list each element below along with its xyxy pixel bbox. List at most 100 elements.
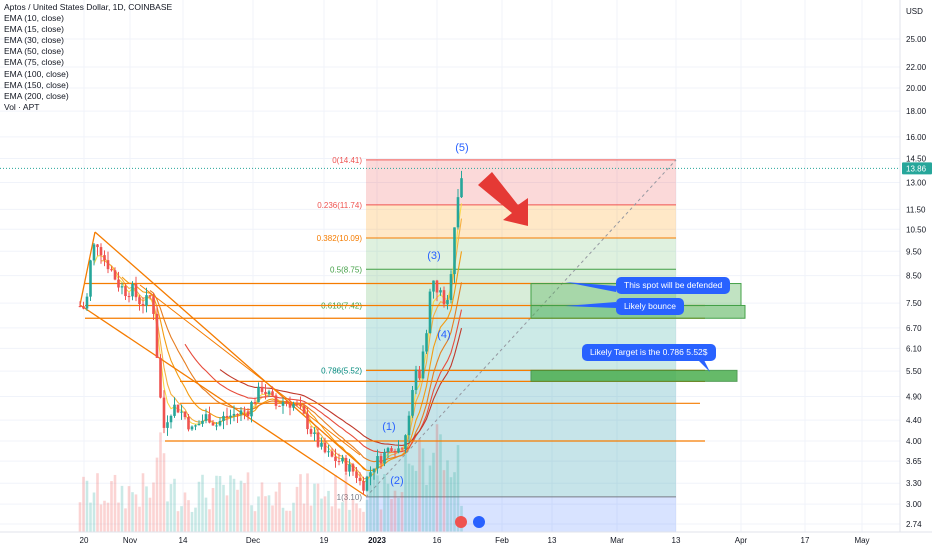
volume-bar: [208, 509, 211, 532]
price-tick: 14.50: [906, 154, 927, 163]
fib-zone: [366, 238, 676, 270]
indicator-volume[interactable]: Vol · APT: [4, 101, 40, 112]
price-tick: 13.00: [906, 178, 927, 187]
candle-body: [264, 391, 267, 395]
candle-body: [323, 442, 327, 453]
fib-level-label: 1(3.10): [337, 493, 363, 502]
callout-bounce[interactable]: Likely bounce: [616, 298, 684, 315]
candle-body: [78, 306, 82, 308]
volume-bar: [145, 486, 148, 532]
volume-bar: [362, 511, 365, 532]
time-axis[interactable]: 20 Nov 14 Dec 19 2023 16 Feb 13 Mar 13 Apr 17 May: [0, 531, 932, 545]
candle-body: [414, 369, 418, 391]
volume-bar: [243, 483, 246, 532]
candle-body: [82, 306, 85, 309]
volume-bar: [138, 506, 141, 532]
indicator-ema-15[interactable]: EMA (15, close): [4, 24, 64, 35]
candle-body: [250, 402, 253, 417]
volume-bar: [435, 424, 439, 532]
time-tick: 13: [672, 536, 681, 545]
candle-body: [439, 290, 442, 293]
fib-trend-line: [365, 159, 677, 498]
fib-level-label: 0.382(10.09): [317, 234, 363, 243]
candle-body: [362, 480, 365, 491]
volume-bar: [103, 500, 106, 532]
price-tick: 6.70: [906, 324, 922, 333]
price-tick: 4.90: [906, 392, 922, 401]
volume-bar: [176, 511, 180, 532]
flash-icon: [455, 516, 467, 528]
time-tick: Feb: [495, 536, 509, 545]
volume-bar: [96, 473, 99, 532]
volume-bar: [99, 504, 103, 532]
candle-body: [222, 415, 225, 421]
volume-bar: [351, 499, 355, 532]
callout-target[interactable]: Likely Target is the 0.786 5.52$: [582, 344, 716, 361]
volume-bar: [250, 505, 253, 532]
fib-retracement[interactable]: 0(14.41) 0.236(11.74) 0.382(10.09) 0.5(8.75…: [317, 156, 677, 532]
candle-body: [397, 448, 400, 453]
indicator-ema-10[interactable]: EMA (10, close): [4, 13, 64, 24]
indicator-ema-150[interactable]: EMA (150, close): [4, 79, 69, 90]
wave-label: (1): [382, 421, 395, 433]
volume-bar: [120, 485, 124, 532]
volume-bar: [344, 472, 348, 532]
time-tick: Dec: [246, 536, 260, 545]
volume-bar: [187, 500, 190, 532]
volume-bar: [117, 502, 120, 532]
symbol-title[interactable]: Aptos / United States Dollar, 1D, COINBA…: [4, 2, 173, 12]
indicator-ema-100[interactable]: EMA (100, close): [4, 68, 69, 79]
volume-bar: [232, 478, 236, 532]
volume-bar: [355, 503, 358, 532]
volume-bars: [78, 424, 463, 532]
candle-body: [85, 296, 89, 309]
current-price-label: 13.86: [906, 164, 927, 173]
volume-bar: [141, 473, 145, 532]
wave-label: (4): [437, 329, 450, 341]
volume-bar: [379, 509, 383, 532]
price-tick: 6.10: [906, 344, 922, 353]
volume-bar: [285, 510, 288, 532]
price-tick: 5.50: [906, 367, 922, 376]
volume-bar: [166, 501, 169, 532]
candle-body: [376, 456, 379, 469]
volume-bar: [376, 475, 379, 532]
volume-bar: [316, 483, 320, 532]
indicator-ema-75[interactable]: EMA (75, close): [4, 57, 64, 68]
candle-body: [309, 429, 313, 434]
candle-body: [243, 410, 246, 412]
candle-body: [229, 415, 232, 418]
candle-body: [110, 269, 113, 271]
candle-body: [145, 295, 148, 306]
volume-bar: [159, 432, 162, 532]
volume-bar: [442, 470, 446, 532]
price-tick: 3.00: [906, 500, 922, 509]
volume-bar: [386, 483, 390, 532]
indicator-ema-50[interactable]: EMA (50, close): [4, 46, 64, 57]
price-axis[interactable]: USD 25.00 22.00 20.00 18.00 16.00 14.50 13.00 11…: [899, 0, 932, 532]
volume-bar: [274, 491, 278, 532]
volume-bar: [194, 507, 197, 532]
candle-body: [404, 435, 407, 450]
callout-defended[interactable]: This spot will be defended: [616, 277, 731, 294]
candle-body: [288, 402, 292, 408]
volume-bar: [148, 497, 152, 532]
time-tick: 14: [179, 536, 188, 545]
volume-bar: [134, 494, 138, 532]
candle-body: [299, 404, 302, 407]
indicator-ema-200[interactable]: EMA (200, close): [4, 90, 69, 101]
volume-bar: [236, 489, 239, 532]
volume-bar: [421, 448, 425, 532]
indicator-ema-30[interactable]: EMA (30, close): [4, 35, 64, 46]
price-tick: 3.30: [906, 479, 922, 488]
candle-body: [253, 402, 257, 404]
candle-body: [197, 423, 201, 426]
channel-upper: [94, 231, 367, 471]
volume-bar: [169, 484, 173, 532]
volume-bar: [152, 482, 155, 532]
volume-bar: [414, 470, 418, 532]
candle-body: [456, 197, 460, 228]
fib-zone: [366, 159, 676, 205]
volume-bar: [239, 480, 243, 532]
